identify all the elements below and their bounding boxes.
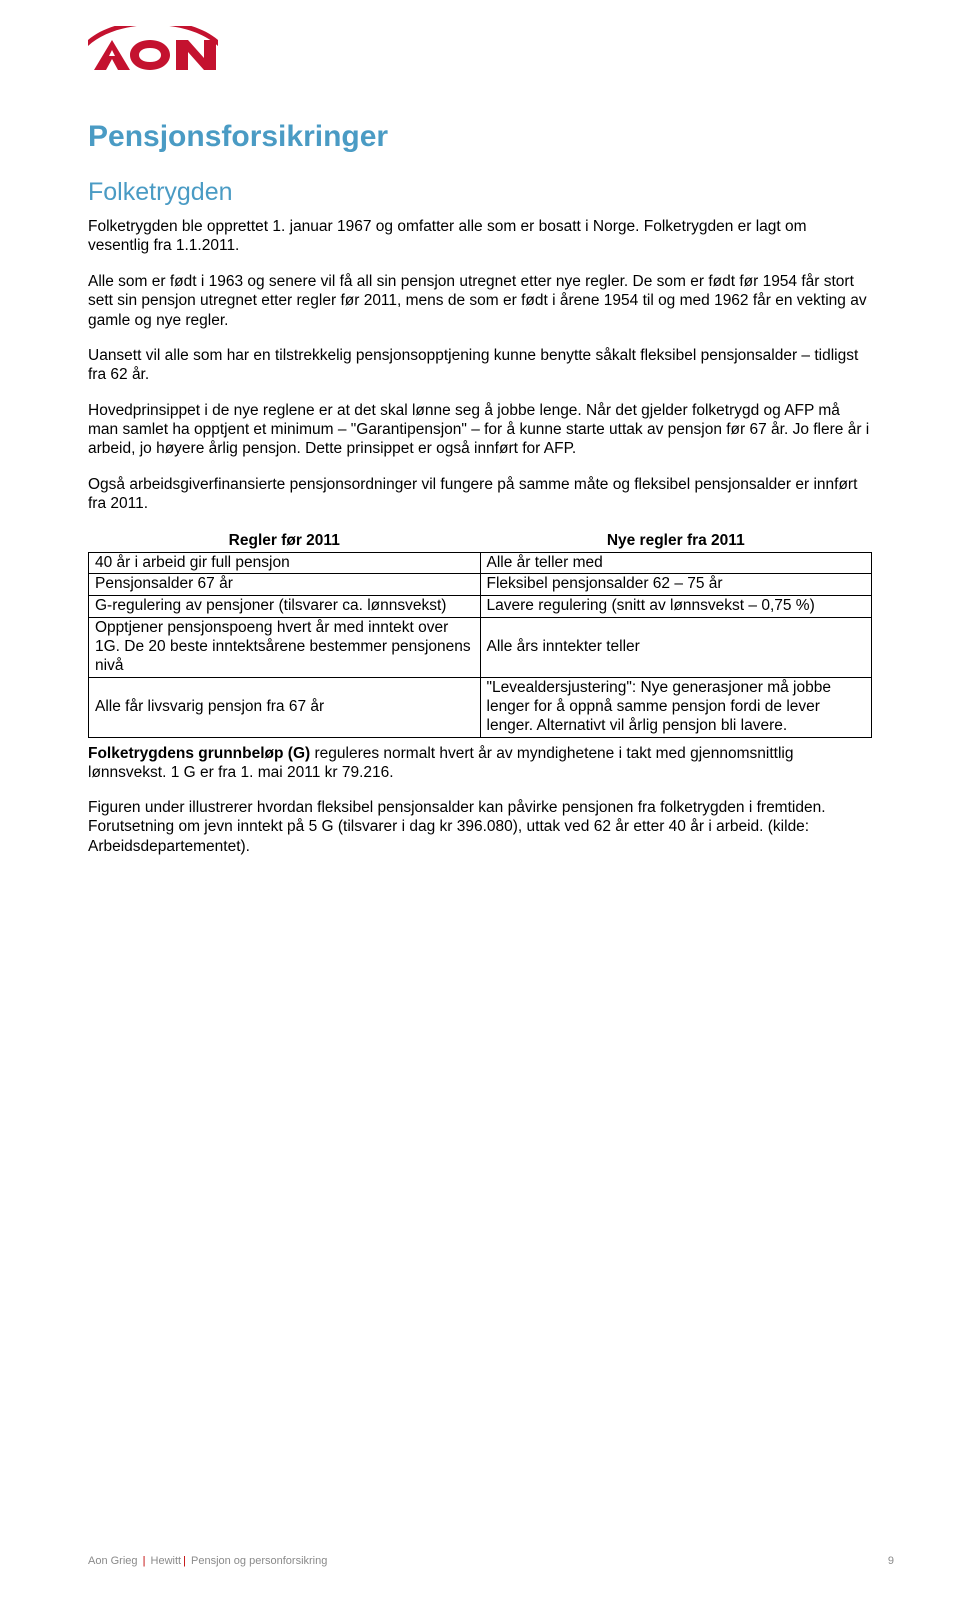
paragraph-4: Hovedprinsippet i de nye reglene er at d…	[88, 401, 872, 459]
table-row: G-regulering av pensjoner (tilsvarer ca.…	[89, 596, 872, 618]
paragraph-1: Folketrygden ble opprettet 1. januar 196…	[88, 217, 872, 256]
table-row: 40 år i arbeid gir full pensjon Alle år …	[89, 552, 872, 574]
table-cell: Alle år teller med	[480, 552, 872, 574]
footer-part-3: Pensjon og personforsikring	[191, 1555, 327, 1567]
table-cell: Alle års inntekter teller	[480, 618, 872, 678]
paragraph-5: Også arbeidsgiverfinansierte pensjonsord…	[88, 475, 872, 514]
table-header-right: Nye regler fra 2011	[480, 530, 872, 553]
grunnbelop-bold: Folketrygdens grunnbeløp (G)	[88, 745, 310, 762]
footer-part-1: Aon Grieg	[88, 1555, 138, 1567]
aon-logo-svg	[88, 26, 218, 74]
grunnbelop-paragraph: Folketrygdens grunnbeløp (G) reguleres n…	[88, 744, 872, 782]
table-cell: Alle får livsvarig pensjon fra 67 år	[89, 677, 481, 737]
table-cell: Opptjener pensjonspoeng hvert år med inn…	[89, 618, 481, 678]
table-cell: Fleksibel pensjonsalder 62 – 75 år	[480, 574, 872, 596]
paragraph-3: Uansett vil alle som har en tilstrekkeli…	[88, 346, 872, 385]
table-row: Alle får livsvarig pensjon fra 67 år "Le…	[89, 677, 872, 737]
paragraph-2: Alle som er født i 1963 og senere vil få…	[88, 272, 872, 330]
table-cell: 40 år i arbeid gir full pensjon	[89, 552, 481, 574]
table-row: Pensjonsalder 67 år Fleksibel pensjonsal…	[89, 574, 872, 596]
section-heading-folketrygden: Folketrygden	[88, 178, 872, 207]
page-number: 9	[888, 1555, 894, 1567]
footer-separator: |	[183, 1555, 186, 1567]
table-header-left: Regler før 2011	[89, 530, 481, 553]
table-cell: Lavere regulering (snitt av lønnsvekst –…	[480, 596, 872, 618]
footer-left: Aon Grieg | Hewitt| Pensjon og personfor…	[88, 1555, 327, 1567]
rules-comparison-table: Regler før 2011 Nye regler fra 2011 40 å…	[88, 530, 872, 738]
logo	[88, 26, 872, 74]
page-title: Pensjonsforsikringer	[88, 120, 872, 154]
footer-separator: |	[143, 1555, 146, 1567]
table-cell: Pensjonsalder 67 år	[89, 574, 481, 596]
page-footer: Aon Grieg | Hewitt| Pensjon og personfor…	[88, 1555, 894, 1567]
table-cell: "Levealdersjustering": Nye generasjoner …	[480, 677, 872, 737]
paragraph-6: Figuren under illustrerer hvordan fleksi…	[88, 798, 872, 856]
footer-part-2: Hewitt	[151, 1555, 182, 1567]
table-row: Opptjener pensjonspoeng hvert år med inn…	[89, 618, 872, 678]
table-cell: G-regulering av pensjoner (tilsvarer ca.…	[89, 596, 481, 618]
